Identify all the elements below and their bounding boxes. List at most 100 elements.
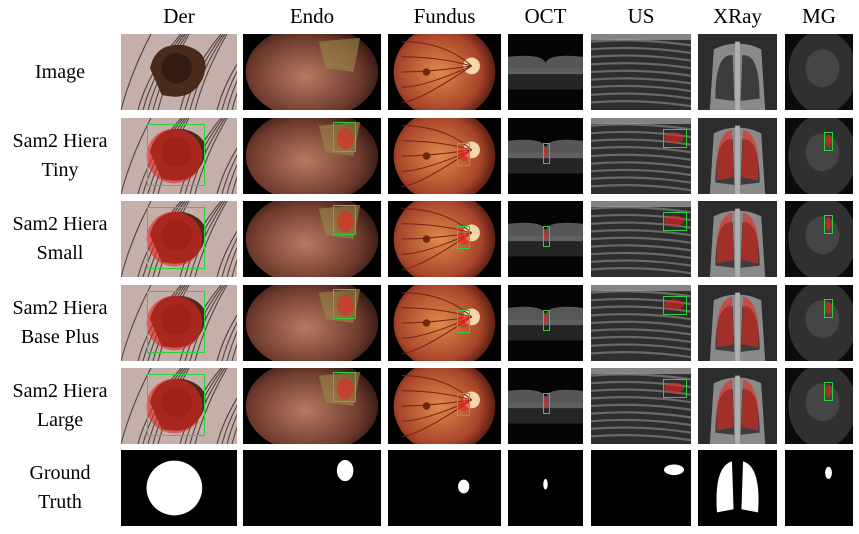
- tile-image: [698, 285, 777, 361]
- tile-image: [121, 285, 237, 361]
- tile-image: [243, 34, 381, 110]
- bounding-box: [456, 310, 471, 333]
- bounding-box: [332, 204, 357, 236]
- bounding-box: [824, 298, 833, 319]
- tile-endo-row-4: [243, 368, 381, 444]
- row-label-line1: Sam2 Hiera: [12, 380, 108, 402]
- tile-image: [591, 285, 691, 361]
- tile-image: [698, 34, 777, 110]
- tile-mg-row-3: [785, 285, 853, 361]
- tile-image: [698, 201, 777, 277]
- bounding-box: [824, 381, 833, 402]
- tile-image: [508, 285, 583, 361]
- tile-xray-row-0: [698, 34, 777, 110]
- bounding-box: [663, 296, 687, 316]
- tile-image: [785, 118, 853, 194]
- tile-us-row-3: [591, 285, 691, 361]
- bounding-box: [663, 379, 687, 399]
- row-label-line2: Base Plus: [20, 326, 100, 348]
- tile-us-row-5: [591, 450, 691, 526]
- row-label-line1: Sam2 Hiera: [12, 297, 108, 319]
- bounding-box: [146, 291, 205, 354]
- tile-xray-row-1: [698, 118, 777, 194]
- tile-us-row-0: [591, 34, 691, 110]
- tile-image: [243, 285, 381, 361]
- tile-der-row-5: [121, 450, 237, 526]
- tile-xray-row-2: [698, 201, 777, 277]
- bounding-box: [542, 393, 550, 414]
- tile-fundus-row-2: [388, 201, 501, 277]
- tile-fundus-row-3: [388, 285, 501, 361]
- tile-mg-row-0: [785, 34, 853, 110]
- tile-oct-row-1: [508, 118, 583, 194]
- tile-endo-row-0: [243, 34, 381, 110]
- tile-der-row-0: [121, 34, 237, 110]
- tile-image: [121, 368, 237, 444]
- bounding-box: [456, 143, 471, 166]
- row-label-line2: Small: [36, 242, 84, 264]
- tile-image: [121, 201, 237, 277]
- tile-image: [508, 201, 583, 277]
- tile-image: [508, 368, 583, 444]
- tile-der-row-4: [121, 368, 237, 444]
- bounding-box: [456, 393, 471, 416]
- tile-image: [243, 118, 381, 194]
- tile-mg-row-1: [785, 118, 853, 194]
- tile-oct-row-3: [508, 285, 583, 361]
- tile-image: [698, 450, 777, 526]
- bounding-box: [332, 288, 357, 320]
- tile-xray-row-3: [698, 285, 777, 361]
- tile-image: [121, 34, 237, 110]
- tile-image: [698, 368, 777, 444]
- tile-endo-row-3: [243, 285, 381, 361]
- tile-us-row-1: [591, 118, 691, 194]
- tile-mg-row-2: [785, 201, 853, 277]
- tile-oct-row-2: [508, 201, 583, 277]
- tile-der-row-2: [121, 201, 237, 277]
- tile-image: [121, 450, 237, 526]
- tile-fundus-row-4: [388, 368, 501, 444]
- row-label-line1: Image: [35, 60, 85, 83]
- tile-xray-row-4: [698, 368, 777, 444]
- column-header-der: Der: [163, 4, 195, 28]
- column-header-endo: Endo: [289, 4, 335, 28]
- bounding-box: [146, 207, 205, 270]
- bounding-box: [456, 226, 471, 249]
- row-label-2: Sam2 Hiera Small: [0, 201, 120, 277]
- row-label-4: Sam2 Hiera Large: [0, 368, 120, 444]
- row-label-line2: Truth: [38, 491, 82, 513]
- row-label-line1: Sam2 Hiera: [12, 130, 108, 152]
- tile-image: [508, 118, 583, 194]
- tile-image: [591, 201, 691, 277]
- bounding-box: [824, 131, 833, 152]
- tile-fundus-row-0: [388, 34, 501, 110]
- tile-image: [785, 368, 853, 444]
- tile-endo-row-5: [243, 450, 381, 526]
- tile-oct-row-5: [508, 450, 583, 526]
- tile-image: [785, 34, 853, 110]
- tile-image: [388, 118, 501, 194]
- tile-oct-row-0: [508, 34, 583, 110]
- tile-image: [388, 368, 501, 444]
- tile-image: [785, 450, 853, 526]
- column-header-oct: OCT: [524, 4, 567, 28]
- bounding-box: [332, 371, 357, 403]
- tile-image: [243, 450, 381, 526]
- row-label-line2: Tiny: [41, 159, 79, 181]
- tile-image: [508, 450, 583, 526]
- bounding-box: [146, 124, 205, 187]
- tile-der-row-3: [121, 285, 237, 361]
- tile-der-row-1: [121, 118, 237, 194]
- tile-oct-row-4: [508, 368, 583, 444]
- tile-image: [591, 368, 691, 444]
- tile-mg-row-4: [785, 368, 853, 444]
- tile-image: [591, 118, 691, 194]
- row-label-5: Ground Truth: [0, 450, 120, 526]
- tile-fundus-row-5: [388, 450, 501, 526]
- tile-image: [243, 368, 381, 444]
- tile-mg-row-5: [785, 450, 853, 526]
- tile-xray-row-5: [698, 450, 777, 526]
- bounding-box: [542, 226, 550, 247]
- tile-image: [785, 285, 853, 361]
- tile-endo-row-1: [243, 118, 381, 194]
